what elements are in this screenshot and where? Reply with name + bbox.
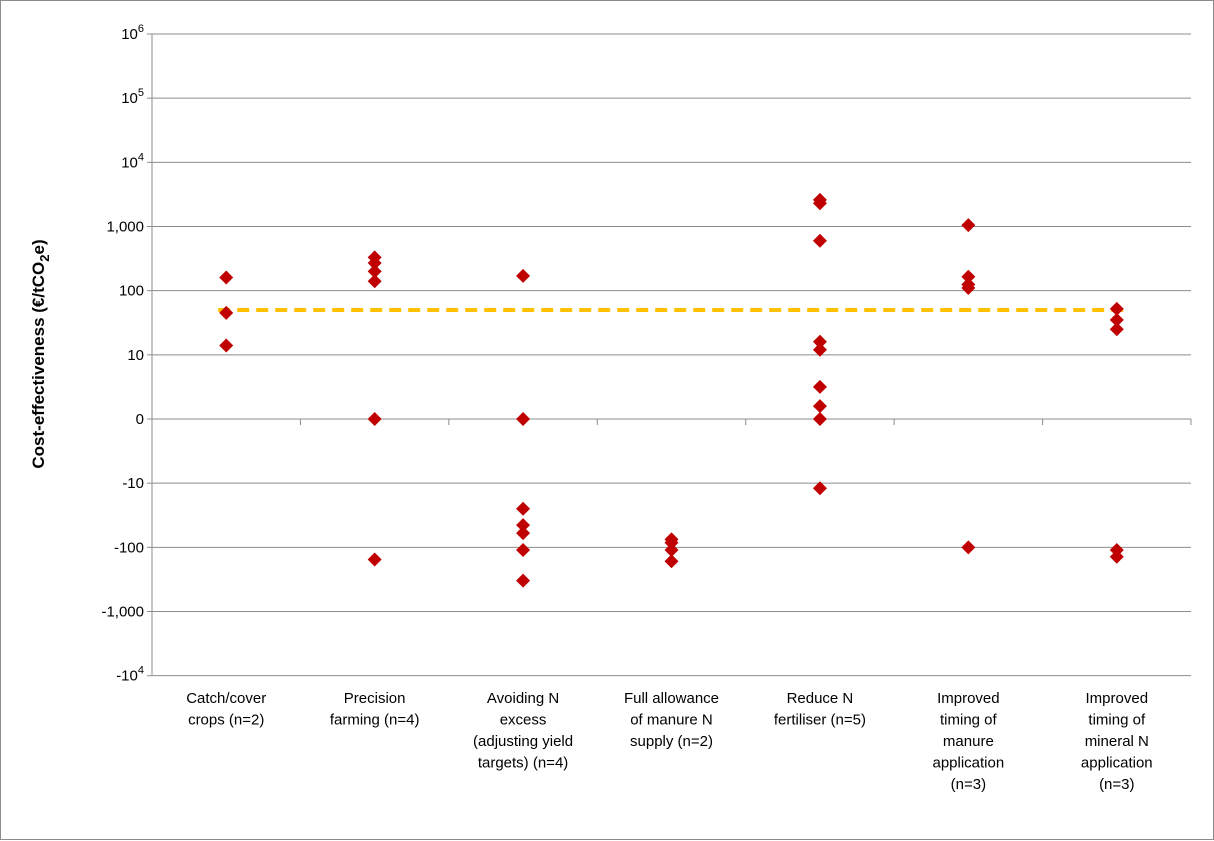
data-point xyxy=(961,269,976,284)
y-tick-label: 104 xyxy=(121,151,144,171)
data-point xyxy=(812,334,827,349)
x-category-label: Precision farming (n=4) xyxy=(330,690,420,729)
data-point xyxy=(664,535,679,550)
data-point xyxy=(812,342,827,357)
y-tick-label: -1,000 xyxy=(101,604,144,621)
y-tick-label: 100 xyxy=(119,283,144,300)
data-point xyxy=(1109,312,1124,327)
data-point xyxy=(812,399,827,414)
data-point xyxy=(367,264,382,279)
data-point xyxy=(1109,301,1124,316)
data-point xyxy=(219,305,234,320)
y-tick-label: -100 xyxy=(114,539,144,556)
data-point xyxy=(1109,549,1124,564)
data-point xyxy=(516,268,531,283)
data-point xyxy=(219,270,234,285)
y-axis-title: Cost-effectiveness (€/tCO2e) xyxy=(29,239,52,468)
data-point xyxy=(516,526,531,541)
data-point xyxy=(219,338,234,353)
data-point xyxy=(367,274,382,289)
data-point xyxy=(812,481,827,496)
y-tick-label: 10 xyxy=(127,347,144,364)
data-point xyxy=(664,554,679,569)
y-tick-label: 0 xyxy=(136,411,144,428)
data-point xyxy=(664,542,679,557)
data-point xyxy=(1109,322,1124,337)
data-point xyxy=(367,552,382,567)
data-point xyxy=(812,196,827,211)
data-point xyxy=(812,233,827,248)
y-tick-label: -10 xyxy=(122,475,144,492)
data-point xyxy=(516,573,531,588)
data-point xyxy=(367,412,382,426)
data-point xyxy=(812,412,827,426)
y-tick-label: 106 xyxy=(121,23,144,43)
y-tick-label: -104 xyxy=(116,665,144,685)
x-category-label: Catch/cover crops (n=2) xyxy=(186,690,266,729)
data-point xyxy=(516,542,531,557)
data-point xyxy=(516,518,531,533)
x-category-label: Improved timing of manure application (n=3) xyxy=(932,690,1004,793)
data-point xyxy=(516,501,531,516)
data-point xyxy=(367,255,382,270)
y-tick-label: 1,000 xyxy=(106,218,144,235)
data-point xyxy=(961,540,976,555)
data-point xyxy=(812,379,827,394)
y-tick-label: 105 xyxy=(121,87,144,107)
data-point xyxy=(961,281,976,296)
data-point xyxy=(516,412,531,426)
data-point xyxy=(961,218,976,233)
